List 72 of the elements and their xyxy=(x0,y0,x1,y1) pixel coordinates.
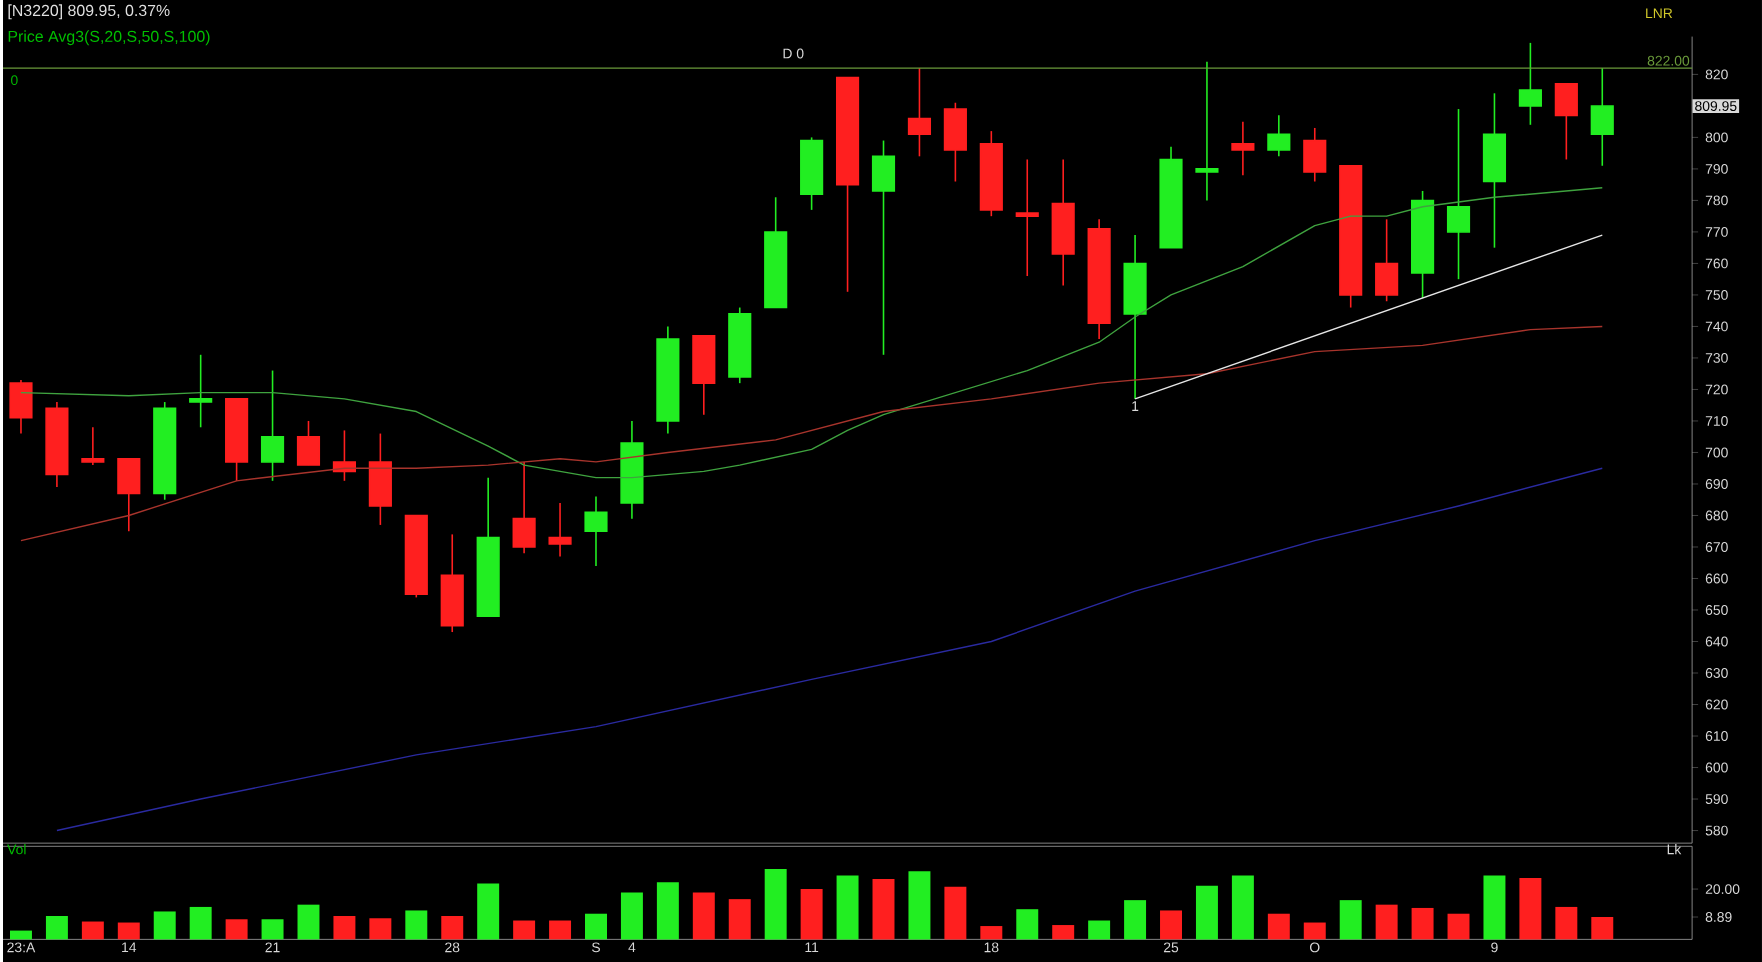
bar xyxy=(81,921,104,940)
candlestick xyxy=(1518,41,1542,126)
bar xyxy=(153,911,176,940)
bar xyxy=(1088,920,1111,940)
candlestick xyxy=(189,353,213,428)
candlestick xyxy=(943,101,967,183)
candlestick xyxy=(81,426,105,466)
bar xyxy=(1303,922,1326,940)
candlestick xyxy=(332,429,356,482)
bar xyxy=(549,920,572,940)
line-series xyxy=(56,467,1603,832)
bar xyxy=(405,910,428,940)
bar xyxy=(333,915,356,940)
bar xyxy=(980,925,1003,940)
bar xyxy=(369,918,392,940)
bar xyxy=(1267,913,1290,940)
bar xyxy=(9,930,32,940)
candlestick xyxy=(1303,127,1327,183)
bar xyxy=(1411,907,1434,940)
bar xyxy=(620,892,643,940)
bar xyxy=(1555,906,1578,940)
candlestick xyxy=(260,369,285,482)
candlestick xyxy=(871,139,896,356)
bar xyxy=(513,920,536,940)
bar xyxy=(477,883,500,940)
bar xyxy=(1231,875,1254,940)
candlestick xyxy=(1482,92,1507,249)
bar xyxy=(764,868,787,940)
candlestick xyxy=(512,460,536,554)
bar xyxy=(944,886,967,940)
candlestick xyxy=(1015,158,1039,277)
bar xyxy=(1519,877,1542,940)
bar xyxy=(225,919,248,940)
bar xyxy=(585,913,607,940)
bar xyxy=(1591,916,1614,940)
candlestick xyxy=(9,379,33,435)
bar xyxy=(1195,885,1218,940)
candlestick xyxy=(692,334,716,416)
candlestick xyxy=(1446,108,1471,280)
bar xyxy=(908,871,931,940)
bar xyxy=(692,892,715,940)
bar xyxy=(1483,875,1506,940)
bar xyxy=(728,898,751,940)
bar xyxy=(1447,913,1470,940)
bar xyxy=(189,906,212,940)
bar xyxy=(1160,910,1182,940)
candlestick xyxy=(584,495,608,567)
candlestick xyxy=(1375,218,1399,302)
bar xyxy=(297,904,320,940)
candlestick xyxy=(1231,120,1255,176)
candlestick xyxy=(1267,114,1291,157)
bar xyxy=(1052,924,1075,940)
bar xyxy=(441,915,464,940)
candlestick xyxy=(1554,82,1578,161)
bar xyxy=(117,922,140,940)
candlestick xyxy=(548,501,572,558)
bar xyxy=(1016,909,1039,940)
bar xyxy=(872,878,895,940)
candlestick xyxy=(368,432,392,526)
bar xyxy=(1375,904,1398,940)
bar xyxy=(45,915,68,940)
candlestick xyxy=(907,67,932,157)
bar xyxy=(1124,899,1147,940)
bar xyxy=(800,888,823,940)
candlestick xyxy=(1590,67,1614,167)
candlestick xyxy=(1195,60,1219,202)
candlestick xyxy=(117,457,141,532)
bar xyxy=(261,919,284,940)
bar xyxy=(1339,899,1362,940)
bar xyxy=(656,882,679,940)
candlestick xyxy=(296,420,321,466)
bar xyxy=(836,875,859,940)
